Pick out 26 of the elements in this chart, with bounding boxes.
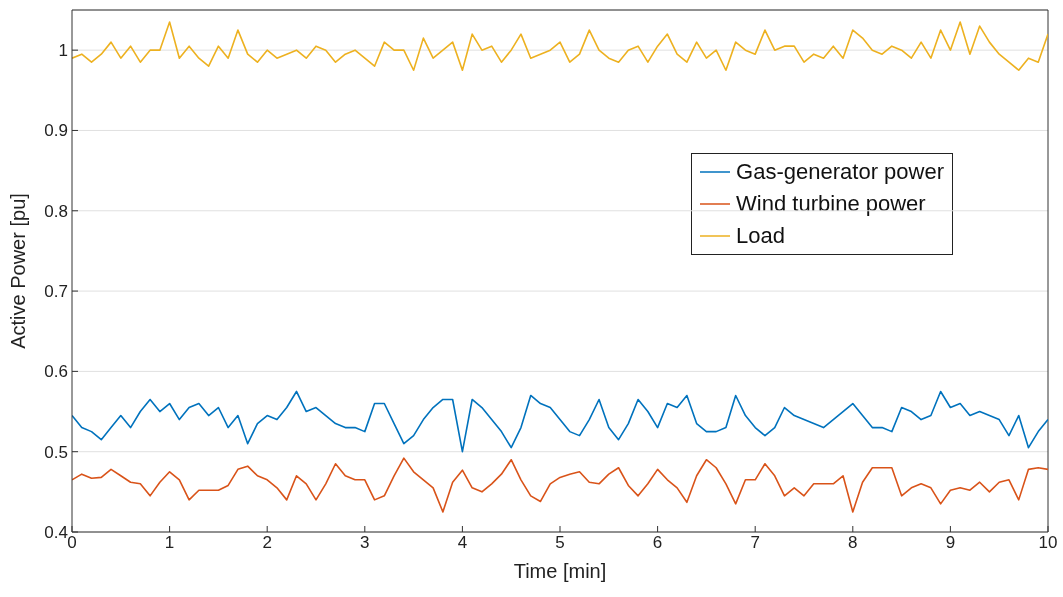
line-series [72,457,1048,513]
x-tick-label: 3 [360,533,370,553]
x-tick-label: 10 [1038,533,1058,553]
x-tick-label: 1 [164,533,175,553]
y-tick-label: 0.4 [44,523,68,543]
x-tick-label: 9 [945,533,956,553]
x-tick-label: 8 [848,533,858,553]
x-tick-label: 4 [457,533,468,553]
legend-label: Load [736,222,786,250]
x-tick-label: 7 [750,533,760,553]
legend-label: Wind turbine power [736,190,926,218]
legend-label: Gas-generator power [736,158,944,186]
x-tick-label: 6 [652,533,663,553]
y-tick-label: 0.5 [44,442,68,462]
line-series [72,21,1048,72]
y-tick-label: 0.8 [44,201,68,221]
y-tick-label: 0.7 [44,282,68,302]
y-tick-label: 1 [58,41,68,61]
x-tick-label: 2 [262,533,272,553]
x-axis-title: Time [min] [513,560,607,582]
y-axis-title: Active Power [pu] [7,193,30,349]
line-series [72,390,1048,453]
y-tick-label: 0.6 [44,362,68,382]
y-tick-label: 0.9 [44,121,68,141]
x-tick-label: 5 [555,533,565,553]
x-tick-label: 0 [67,533,77,553]
